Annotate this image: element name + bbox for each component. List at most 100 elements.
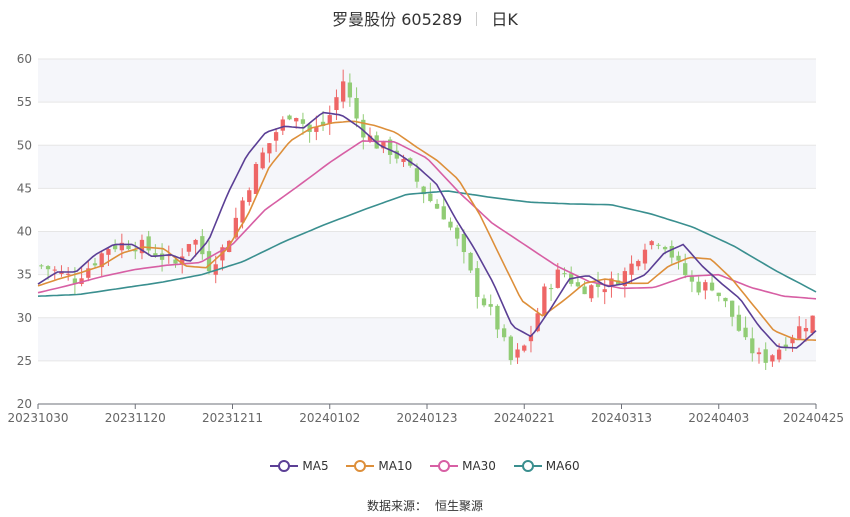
candle-body (45, 266, 51, 270)
x-tick-label: 20231030 (7, 411, 68, 425)
candle-body (803, 327, 809, 332)
candle-body (776, 349, 782, 360)
candle-body (428, 193, 433, 202)
title-separator (476, 12, 478, 26)
candle-body (300, 119, 306, 124)
candle-body (542, 286, 547, 315)
candle-body (79, 278, 84, 284)
candle-body (119, 242, 124, 251)
candle-body (193, 239, 198, 245)
legend-item-ma60[interactable]: MA60 (513, 459, 580, 473)
candle-body (401, 158, 406, 162)
candle-body (146, 236, 151, 251)
x-tick-label: 20240123 (396, 411, 457, 425)
candle-body (582, 286, 587, 295)
x-axis-labels: 20231030 20231120 20231211 20240102 20240123… (7, 411, 844, 425)
legend-item-ma5[interactable]: MA5 (270, 459, 329, 473)
candle-body (656, 244, 661, 246)
candle-body (716, 292, 721, 297)
grid-band (38, 59, 816, 103)
candle-body (642, 249, 648, 264)
legend-item-ma30[interactable]: MA30 (430, 459, 496, 473)
candle-body (522, 345, 527, 351)
candle-body (736, 314, 742, 331)
y-tick-label: 45 (17, 181, 32, 195)
source-provider: 恒生聚源 (435, 499, 484, 513)
candle-body (723, 297, 728, 302)
candle-body (575, 282, 581, 287)
candle-body (186, 244, 192, 252)
candle-body (66, 273, 71, 275)
candle-body (327, 115, 332, 124)
legend-item-ma10[interactable]: MA10 (346, 459, 412, 473)
candle-body (52, 269, 57, 271)
candle-body (669, 245, 674, 258)
grid-band (38, 145, 816, 189)
candle-body (159, 253, 165, 260)
y-tick-label: 30 (17, 311, 32, 325)
candle-body (770, 355, 775, 362)
x-tick-label: 20240102 (299, 411, 360, 425)
candle-body (461, 234, 467, 253)
candle-body (790, 337, 795, 344)
legend-marker-icon (430, 460, 459, 472)
candle-body (200, 236, 205, 255)
candle-body (347, 82, 353, 98)
stock-name-code: 罗曼股份 605289 (332, 10, 463, 29)
candle-body (468, 252, 473, 271)
y-tick-label: 25 (17, 354, 32, 368)
candle-body (92, 263, 98, 266)
candle-body (810, 315, 815, 334)
y-tick-label: 35 (17, 268, 32, 282)
candle-body (676, 255, 681, 261)
candle-body (709, 282, 715, 291)
candle-body (314, 126, 319, 132)
candle-body (455, 227, 460, 239)
candle-body (515, 349, 520, 358)
candle-body (589, 285, 594, 299)
legend-label: MA5 (302, 459, 329, 473)
candle-body (387, 139, 393, 155)
candle-body (247, 190, 252, 203)
candle-body (548, 288, 554, 290)
x-tick-label: 20231211 (202, 411, 263, 425)
candle-body (334, 97, 339, 111)
candle-body (233, 217, 238, 238)
background-bands (38, 59, 816, 361)
candle-body (555, 269, 560, 288)
candle-body (99, 253, 104, 268)
candle-body (86, 268, 91, 278)
candle-body (475, 268, 480, 297)
y-axis-labels: 20 25 30 35 40 45 50 55 60 (17, 52, 32, 411)
candle-body (180, 256, 185, 265)
data-source: 数据来源： 恒生聚源 (0, 497, 850, 514)
candle-body (495, 305, 500, 330)
candle-body (240, 200, 245, 223)
candle-body (689, 275, 695, 282)
candle-body (636, 260, 641, 267)
candle-body (629, 263, 634, 275)
candle-body (206, 251, 212, 272)
x-tick-label: 20240425 (783, 411, 844, 425)
candle-body (696, 281, 701, 293)
y-tick-label: 50 (17, 138, 32, 152)
candle-body (750, 338, 755, 354)
candle-body (139, 239, 145, 254)
axes (37, 403, 817, 409)
candle-body (394, 150, 399, 159)
candle-body (133, 250, 138, 252)
ma30-line (37, 140, 817, 300)
candle-body (662, 246, 668, 250)
grid-band (38, 231, 816, 275)
candle-body (622, 271, 627, 287)
candle-body (730, 300, 735, 317)
candle-body (39, 265, 44, 267)
candle-body (602, 289, 607, 293)
legend-marker-icon (513, 460, 542, 472)
candle-body (126, 245, 131, 250)
legend-label: MA10 (378, 459, 413, 473)
y-tick-label: 40 (17, 225, 32, 239)
candle-body (595, 283, 601, 287)
candle-body (783, 344, 788, 348)
